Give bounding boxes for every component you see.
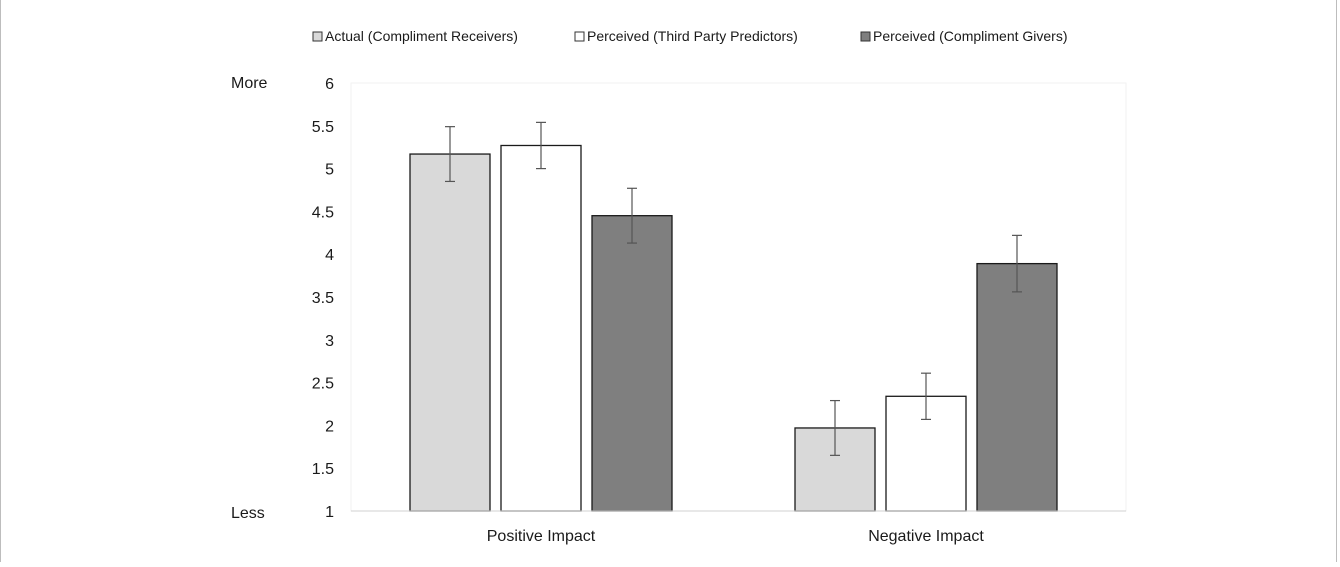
y-axis-top-label: More	[231, 75, 268, 92]
legend-swatch	[574, 31, 585, 42]
error-bar	[830, 399, 840, 456]
error-bar	[536, 121, 546, 170]
legend-item: Actual (Compliment Receivers)	[312, 28, 518, 44]
legend-label: Actual (Compliment Receivers)	[325, 28, 518, 44]
legend-swatch	[312, 31, 323, 42]
legend-label: Perceived (Compliment Givers)	[873, 28, 1068, 44]
x-axis-labels: Positive Impact Negative Impact	[487, 528, 985, 545]
y-tick-label: 3.5	[312, 290, 334, 307]
legend-item: Perceived (Third Party Predictors)	[574, 28, 798, 44]
y-tick-label: 3	[325, 333, 334, 350]
y-tick-label: 5.5	[312, 119, 334, 136]
bars	[409, 144, 1058, 512]
x-category-label: Positive Impact	[487, 528, 596, 545]
y-tick-label: 1	[325, 504, 334, 521]
error-bar	[627, 187, 637, 244]
y-axis-bottom-label: Less	[231, 505, 265, 522]
y-tick-label: 2.5	[312, 376, 334, 393]
error-bars	[445, 121, 1022, 456]
y-tick-label: 4.5	[312, 204, 334, 221]
y-axis-ticks: 1 1.5 2 2.5 3 3.5 4 4.5 5 5.5 6	[312, 76, 334, 521]
error-bar	[445, 126, 455, 183]
bar-3-1	[591, 215, 673, 512]
y-tick-label: 4	[325, 247, 334, 264]
legend-label: Perceived (Third Party Predictors)	[587, 28, 798, 44]
bar-1-1	[409, 153, 491, 512]
y-tick-label: 1.5	[312, 461, 334, 478]
bar-3-2	[976, 262, 1058, 512]
y-tick-label: 6	[325, 76, 334, 93]
legend-item: Perceived (Compliment Givers)	[860, 28, 1068, 44]
error-bar	[1012, 234, 1022, 293]
legend-swatch	[860, 31, 871, 42]
error-bar	[921, 372, 931, 421]
legend: Actual (Compliment Receivers) Perceived (…	[312, 28, 1068, 44]
y-tick-label: 2	[325, 418, 334, 435]
bar-2-1	[500, 144, 582, 512]
x-category-label: Negative Impact	[868, 528, 984, 545]
y-tick-label: 5	[325, 162, 334, 179]
